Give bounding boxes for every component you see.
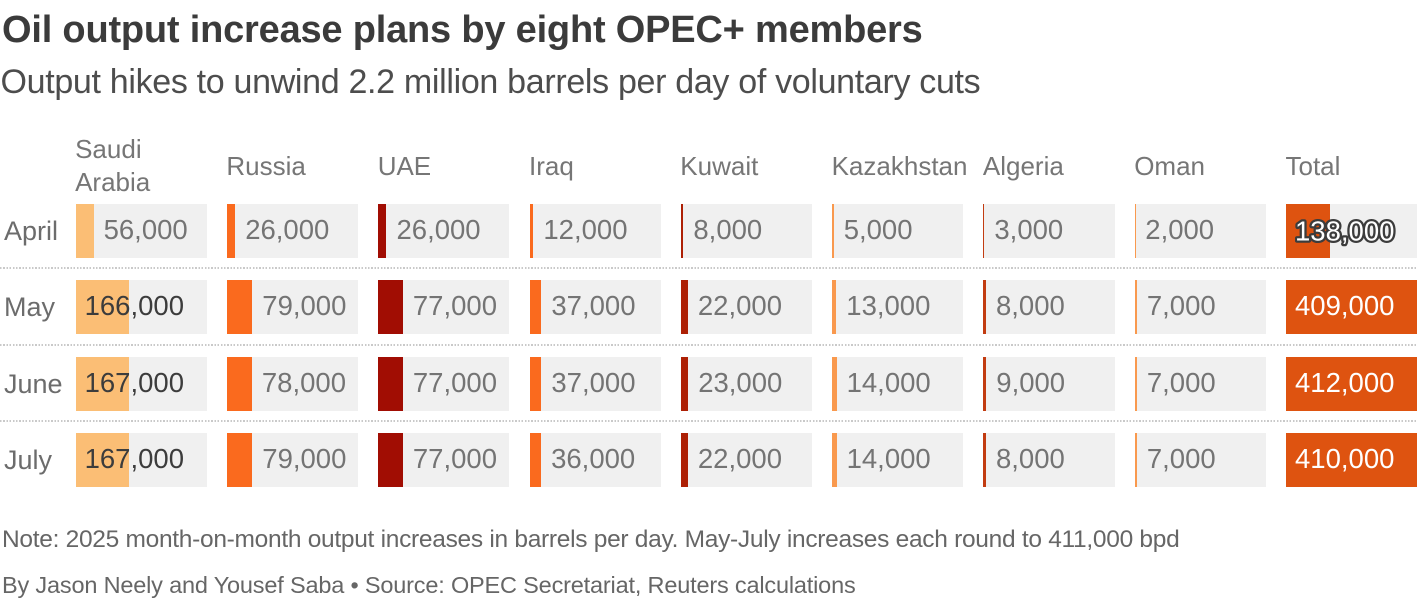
svg-text:138,000: 138,000 [1295,215,1394,246]
